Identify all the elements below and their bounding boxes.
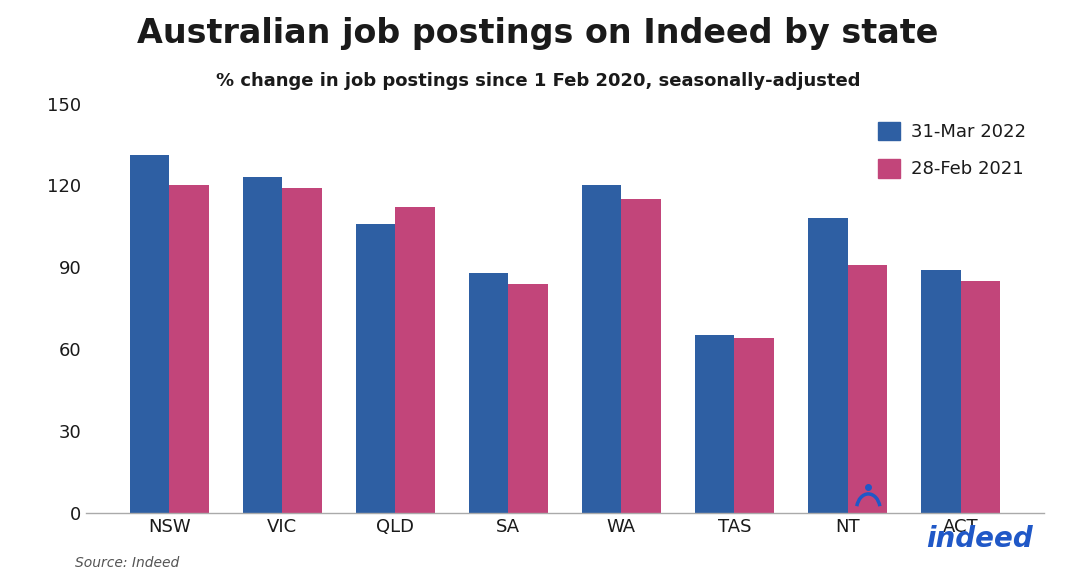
Bar [282, 188, 322, 513]
Bar [243, 177, 282, 513]
Text: Source: Indeed: Source: Indeed [75, 556, 180, 570]
Bar [469, 272, 508, 513]
Bar [735, 338, 774, 513]
Bar [921, 270, 961, 513]
Bar [169, 185, 209, 513]
Bar [622, 199, 661, 513]
Bar [395, 207, 435, 513]
Bar [356, 223, 395, 513]
Bar [808, 218, 848, 513]
Bar [848, 264, 887, 513]
Legend: 31-Mar 2022, 28-Feb 2021: 31-Mar 2022, 28-Feb 2021 [869, 113, 1035, 188]
Text: Australian job postings on Indeed by state: Australian job postings on Indeed by sta… [138, 17, 938, 50]
Bar [508, 283, 548, 513]
Bar [695, 335, 735, 513]
Bar [582, 185, 622, 513]
Bar [129, 156, 169, 513]
Bar [961, 281, 1001, 513]
Text: % change in job postings since 1 Feb 2020, seasonally-adjusted: % change in job postings since 1 Feb 202… [216, 72, 860, 90]
Text: indeed: indeed [926, 525, 1033, 553]
